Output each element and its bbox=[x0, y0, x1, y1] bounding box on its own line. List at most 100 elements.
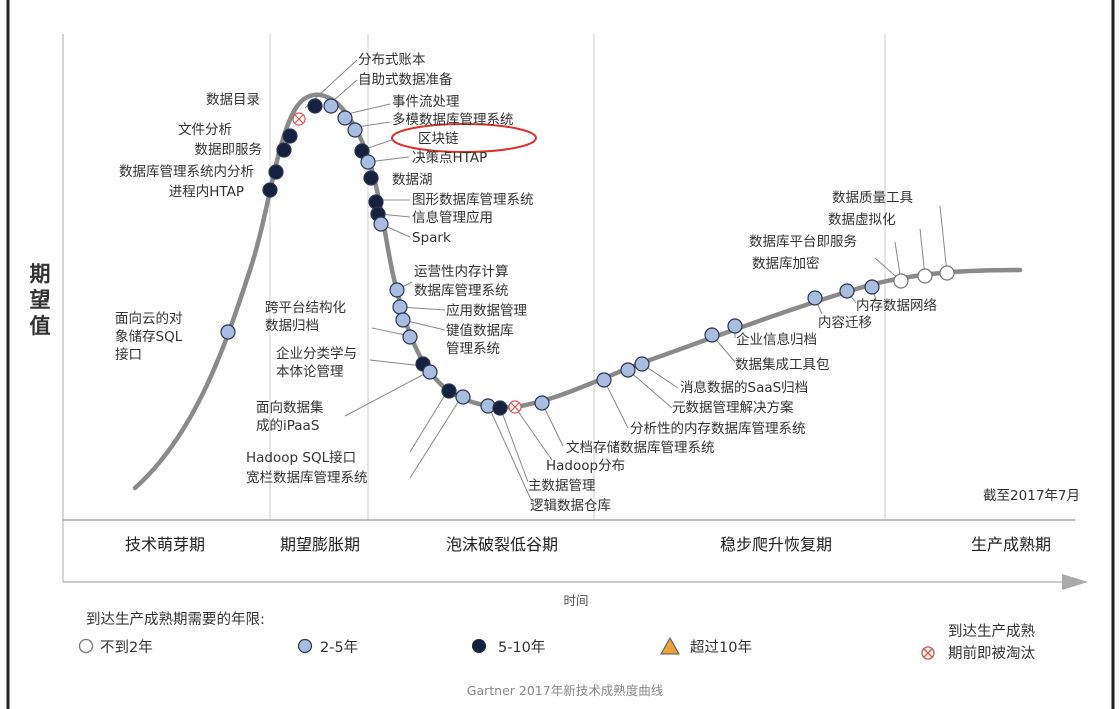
label-hadoop-sql: Hadoop SQL接口 bbox=[246, 449, 356, 466]
legend-obsolete-icon bbox=[921, 646, 935, 660]
legend-2to5-label: 2-5年 bbox=[320, 639, 358, 656]
label-operational-imc-1: 运营性内存计算 bbox=[414, 264, 509, 280]
marker-dbms-analytics bbox=[268, 164, 284, 180]
label-cross-platform-2: 数据归档 bbox=[265, 317, 319, 334]
label-doc-store: 文档存储数据库管理系统 bbox=[566, 440, 715, 456]
marker-data-integration bbox=[704, 327, 720, 343]
legend-lt2-icon bbox=[78, 638, 94, 654]
marker-db-encryption bbox=[893, 273, 909, 289]
legend-5to10-label: 5-10年 bbox=[498, 639, 545, 656]
marker-key-value-dbms bbox=[395, 312, 411, 328]
label-info-mgmt-apps: 信息管理应用 bbox=[412, 209, 493, 226]
date-note: 截至2017年7月 bbox=[983, 488, 1080, 504]
plot-grid bbox=[62, 34, 1075, 582]
legend-5to10-icon bbox=[472, 639, 486, 653]
marker-multimodel-dbms bbox=[347, 122, 363, 138]
svg-text:值: 值 bbox=[30, 314, 51, 338]
marker-metadata-mgmt bbox=[620, 362, 636, 378]
label-key-value-1: 键值数据库 bbox=[446, 323, 514, 339]
y-axis-label: 期 望 值 bbox=[30, 262, 51, 338]
label-data-virtualization: 数据虚拟化 bbox=[828, 212, 896, 228]
label-taxonomy-2: 本体论管理 bbox=[276, 364, 344, 380]
phase-labels: 技术萌芽期 期望膨胀期 泡沫破裂低谷期 稳步爬升恢复期 生产成熟期 bbox=[125, 535, 1051, 554]
label-dbms-analytics: 数据库管理系统内分析 bbox=[119, 164, 254, 180]
marker-data-catalog bbox=[292, 112, 306, 126]
marker-saas-archive bbox=[634, 356, 650, 372]
legend-title: 到达生产成熟期需要的年限: bbox=[86, 611, 265, 628]
marker-decision-htap bbox=[360, 154, 376, 170]
marker-app-data-mgmt bbox=[392, 299, 408, 315]
marker-daas bbox=[276, 142, 292, 158]
label-ipaas-1: 面向数据集 bbox=[256, 400, 324, 416]
marker-data-lake bbox=[363, 170, 379, 186]
legend-gt10-label: 超过10年 bbox=[690, 639, 752, 656]
label-operational-imc-2: 数据库管理系统 bbox=[414, 283, 509, 299]
label-imdg: 内存数据网络 bbox=[856, 298, 937, 314]
label-key-value-2: 管理系统 bbox=[446, 341, 500, 357]
marker-wide-column bbox=[455, 389, 471, 405]
label-cloud-sql-1: 面向云的对 bbox=[115, 311, 183, 327]
label-inprocess-htap: 进程内HTAP bbox=[169, 184, 244, 200]
phase-trough: 泡沫破裂低谷期 bbox=[446, 535, 558, 554]
marker-spark bbox=[373, 216, 389, 232]
label-taxonomy-1: 企业分类学与 bbox=[276, 345, 357, 362]
label-analytic-imdbms: 分析性的内存数据库管理系统 bbox=[630, 421, 806, 437]
marker-ipaas bbox=[422, 364, 438, 380]
phase-plateau: 生产成熟期 bbox=[971, 535, 1051, 554]
label-data-lake: 数据湖 bbox=[392, 172, 433, 188]
phase-slope: 稳步爬升恢复期 bbox=[720, 535, 832, 554]
label-self-service-prep: 自助式数据准备 bbox=[358, 71, 453, 88]
label-data-catalog: 数据目录 bbox=[206, 92, 260, 108]
x-axis-arrow bbox=[63, 574, 1088, 590]
marker-mdm bbox=[492, 400, 508, 416]
label-hadoop-dist: Hadoop分布 bbox=[546, 458, 625, 474]
label-distributed-ledger: 分布式账本 bbox=[358, 52, 426, 68]
marker-file-analysis bbox=[282, 128, 298, 144]
svg-text:望: 望 bbox=[30, 288, 51, 312]
marker-distributed-ledger bbox=[307, 98, 323, 114]
label-multimodel-dbms: 多模数据库管理系统 bbox=[392, 111, 514, 128]
label-file-analysis: 文件分析 bbox=[178, 122, 232, 138]
label-dbpaas: 数据库平台即服务 bbox=[749, 234, 857, 250]
marker-analytic-imdbms bbox=[596, 372, 612, 388]
marker-self-service-prep bbox=[323, 98, 339, 114]
label-content-migration: 内容迁移 bbox=[818, 314, 872, 331]
tech-markers bbox=[220, 98, 955, 416]
marker-cross-platform-archive bbox=[402, 329, 418, 345]
phase-peak: 期望膨胀期 bbox=[280, 535, 360, 554]
tech-labels: 面向云的对 象储存SQL 接口 进程内HTAP 数据库管理系统内分析 数据即服务… bbox=[115, 52, 937, 514]
label-app-data-mgmt: 应用数据管理 bbox=[446, 302, 527, 319]
blockchain-highlight-ellipse bbox=[391, 123, 537, 153]
marker-hadoop-dist bbox=[508, 400, 522, 414]
label-logical-dw: 逻辑数据仓库 bbox=[530, 498, 611, 514]
legend-obsolete-label-2: 期前即被淘汰 bbox=[948, 645, 1035, 662]
label-graph-dbms: 图形数据库管理系统 bbox=[412, 192, 534, 208]
legend: 到达生产成熟期需要的年限: 不到2年 2-5年 5-10年 超过10年 到达生产… bbox=[78, 611, 1035, 662]
label-event-stream: 事件流处理 bbox=[392, 94, 460, 110]
svg-text:期: 期 bbox=[30, 262, 51, 286]
label-decision-htap: 决策点HTAP bbox=[412, 149, 487, 166]
phase-trigger: 技术萌芽期 bbox=[125, 535, 205, 554]
marker-event-stream bbox=[337, 110, 353, 126]
marker-imdg-2 bbox=[864, 279, 880, 295]
legend-obsolete-label-1: 到达生产成熟 bbox=[948, 623, 1035, 640]
label-daas: 数据即服务 bbox=[195, 142, 263, 158]
label-spark: Spark bbox=[412, 230, 451, 246]
marker-hadoop-sql bbox=[441, 383, 457, 399]
marker-inprocess-htap bbox=[262, 182, 278, 198]
marker-dbpaas bbox=[917, 268, 933, 284]
label-enterprise-archive: 企业信息归档 bbox=[736, 331, 817, 348]
marker-imdg bbox=[839, 283, 855, 299]
label-data-quality: 数据质量工具 bbox=[832, 190, 913, 206]
legend-gt10-icon bbox=[660, 636, 680, 655]
label-ipaas-2: 成的iPaaS bbox=[256, 418, 319, 434]
label-saas-archive: 消息数据的SaaS归档 bbox=[680, 379, 808, 396]
legend-lt2-label: 不到2年 bbox=[100, 639, 153, 656]
label-cloud-sql-3: 接口 bbox=[115, 346, 142, 363]
label-metadata-mgmt: 元数据管理解决方案 bbox=[672, 399, 794, 416]
label-db-encryption: 数据库加密 bbox=[752, 255, 820, 272]
label-data-integration: 数据集成工具包 bbox=[735, 357, 830, 373]
marker-doc-store bbox=[534, 395, 550, 411]
label-cloud-sql-2: 象储存SQL bbox=[115, 329, 183, 345]
